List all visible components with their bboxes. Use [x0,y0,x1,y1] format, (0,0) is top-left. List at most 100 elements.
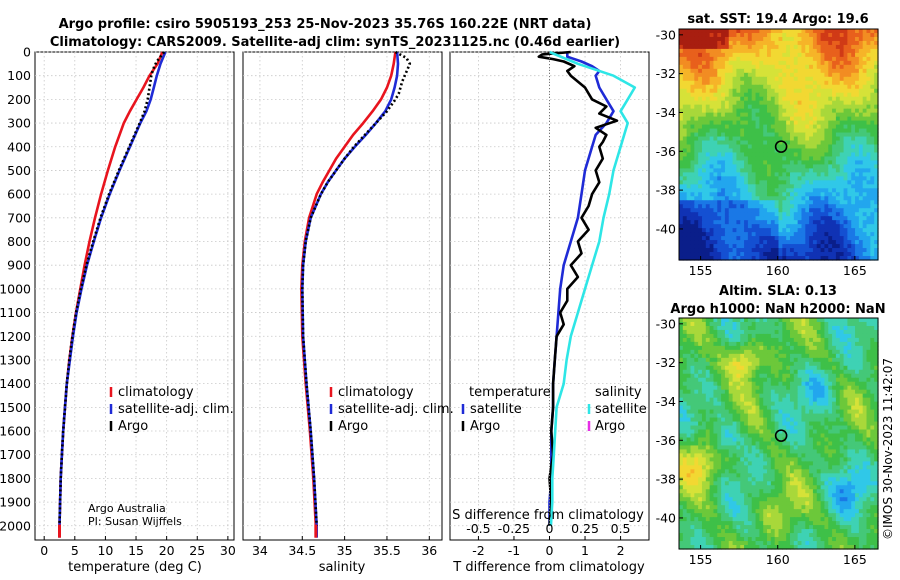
map-cell [786,128,791,134]
map-cell [713,156,718,162]
map-cell [824,168,829,173]
map-cell [858,353,864,359]
map-cell [759,337,764,343]
map-cell [828,56,833,62]
map-cell [717,48,722,54]
map-cell [736,369,741,375]
map-cell [717,196,722,201]
map-cell [782,196,787,201]
map-cell [793,365,799,371]
map-cell [793,104,799,110]
map-cell [701,160,707,166]
map-cell [851,132,856,138]
map-cell [694,192,699,197]
map-cell [805,321,810,327]
map-cell [782,100,787,106]
map-cell [832,29,837,34]
map-cell [835,393,841,399]
map-cell [717,212,722,217]
map-cell [805,72,810,78]
map-cell [809,40,814,46]
map-cell [759,92,764,98]
map-cell [805,64,810,70]
map-cell [759,88,764,94]
map-cell [682,68,688,74]
map-cell [770,449,776,455]
sla-map: 155 160 165-30-32-34-36-38-40 [656,316,879,567]
map-cell [740,397,745,403]
map-cell [690,321,695,327]
map-cell [847,337,852,343]
map-cell [682,56,688,62]
map-cell [789,381,795,387]
map-cell [694,220,699,225]
map-cell [774,88,780,94]
map-cell [770,120,776,126]
map-cell [763,228,768,233]
map-cell [851,393,856,399]
map-cell [740,196,745,201]
map-cell [866,132,871,138]
map-cell [759,60,764,66]
map-cell [835,353,841,359]
map-cell [705,176,711,181]
map-cell [759,44,764,50]
map-cell [759,80,764,86]
map-cell [717,176,722,181]
map-cell [782,373,787,379]
map-cell [824,393,829,399]
map-cell [717,329,722,335]
map-cell [847,192,852,197]
map-cell [721,100,726,106]
map-cell [682,252,688,257]
map-cell [690,168,695,173]
map-cell [679,224,684,229]
map-cell [736,361,741,367]
map-cell [828,120,833,126]
map-cell [812,409,818,415]
map-cell [698,180,703,185]
map-cell [801,188,806,193]
map-cell [698,329,703,335]
map-cell [832,172,837,177]
map-cell [728,64,734,70]
map-cell [728,349,734,355]
y-tick-label: 200 [7,92,31,107]
map-cell [858,72,864,78]
map-cell [874,84,879,90]
map-cell [847,256,852,261]
map-cell [809,88,814,94]
map-cell [705,337,711,343]
map-cell [705,29,711,34]
map-cell [832,361,837,367]
map-cell [713,349,718,355]
map-cell [724,232,730,237]
map-cell [786,44,791,50]
map-cell [793,405,799,411]
map-cell [755,397,760,403]
map-cell [763,401,768,407]
map-cell [740,156,745,162]
map-cell [701,32,707,38]
map-cell [793,357,799,363]
map-cell [824,429,829,435]
map-cell [786,397,791,403]
map-cell [858,200,864,205]
map-cell [874,357,879,363]
map-cell [797,445,803,451]
map-cell [755,385,760,391]
map-cell [832,60,837,66]
map-cell [782,421,787,427]
map-cell [724,240,730,245]
map-cell [728,144,734,150]
figure-title-line2: Climatology: CARS2009. Satellite-adj cli… [50,35,620,50]
map-cell [728,84,734,90]
map-cell [705,353,711,359]
map-cell [724,353,730,359]
map-cell [717,248,722,253]
map-cell [835,196,841,201]
map-cell [816,341,822,347]
map-cell [747,156,753,162]
map-cell [724,44,730,50]
